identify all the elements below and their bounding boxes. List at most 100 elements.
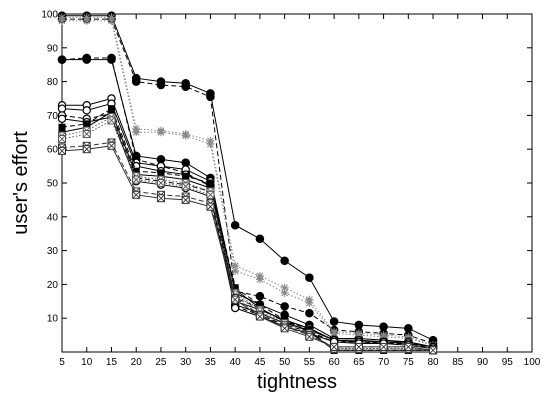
data-point	[156, 179, 165, 187]
data-point	[82, 106, 91, 115]
data-point	[255, 234, 265, 244]
data-point	[131, 77, 141, 86]
data-point	[280, 302, 289, 311]
series-line	[61, 116, 434, 351]
x-tick-label: 85	[452, 357, 464, 368]
series-line	[61, 102, 434, 348]
x-tick-label: 95	[502, 357, 514, 368]
data-point	[82, 16, 91, 25]
data-point	[132, 190, 141, 199]
data-point	[156, 128, 165, 137]
data-point	[181, 82, 190, 91]
data-point	[255, 291, 265, 301]
x-tick-label: 55	[304, 357, 316, 368]
y-tick-label: 20	[47, 280, 59, 291]
data-point	[305, 308, 314, 318]
data-point	[82, 145, 91, 154]
series-15	[58, 141, 438, 355]
data-point	[206, 140, 215, 149]
data-point	[58, 146, 66, 155]
y-tick-label: 30	[47, 246, 59, 257]
series-group	[57, 11, 438, 355]
data-point	[82, 53, 92, 63]
x-tick-label: 80	[427, 357, 439, 368]
x-tick-label: 45	[254, 357, 266, 368]
series-line	[61, 111, 434, 351]
data-point	[330, 329, 339, 338]
data-point	[156, 194, 165, 203]
data-point	[57, 55, 67, 64]
data-point	[58, 123, 66, 131]
data-point	[206, 190, 215, 199]
y-tick-label: 60	[47, 145, 59, 156]
x-tick-label: 50	[279, 357, 291, 368]
x-tick-label: 100	[524, 357, 541, 368]
x-tick-label: 70	[378, 357, 390, 368]
data-point	[206, 92, 215, 102]
data-point	[404, 342, 413, 351]
series-line	[62, 15, 434, 341]
y-axis-title: user's effort	[10, 131, 32, 235]
data-point	[255, 312, 264, 321]
data-point	[230, 303, 240, 313]
x-tick-label: 20	[131, 357, 143, 368]
data-point	[231, 261, 240, 270]
y-tick-label: 70	[47, 111, 59, 122]
data-point	[280, 256, 289, 266]
data-point	[107, 108, 115, 116]
plot-area	[61, 13, 533, 353]
data-point	[107, 116, 116, 125]
data-point	[58, 16, 66, 25]
data-point	[255, 275, 264, 284]
data-point	[132, 175, 141, 184]
data-point	[379, 342, 388, 351]
y-tick-label: 10	[47, 314, 59, 325]
data-point	[156, 80, 166, 90]
y-tick-label: 50	[47, 179, 59, 190]
x-tick-label: 30	[180, 357, 192, 368]
x-tick-label: 10	[81, 357, 93, 368]
data-point	[280, 288, 289, 297]
data-point	[181, 182, 190, 191]
data-point	[354, 331, 363, 340]
data-point	[329, 317, 339, 326]
x-axis-title: tightness	[257, 371, 337, 393]
series-line	[62, 18, 434, 345]
series-line	[61, 119, 434, 351]
x-tick-label: 25	[155, 357, 167, 368]
x-tick-label: 75	[403, 357, 415, 368]
data-point	[132, 128, 141, 137]
series-line	[62, 20, 434, 346]
data-point	[181, 195, 190, 204]
x-tick-label: 60	[329, 357, 341, 368]
x-tick-label: 35	[205, 357, 217, 368]
data-point	[206, 202, 215, 211]
data-point	[206, 179, 214, 187]
data-point	[330, 342, 339, 351]
data-point	[181, 131, 190, 140]
data-point	[305, 298, 314, 307]
y-tick-label: 40	[47, 212, 59, 223]
data-point	[231, 266, 240, 275]
x-tick-label: 5	[59, 357, 65, 368]
data-point	[429, 346, 438, 355]
data-point	[379, 332, 388, 341]
y-tick-label: 80	[47, 77, 59, 88]
x-tick-label: 65	[353, 357, 365, 368]
series-line	[62, 97, 434, 348]
data-point	[58, 135, 66, 144]
data-point	[107, 16, 116, 25]
data-point	[305, 332, 314, 341]
x-tick-label: 40	[230, 357, 242, 368]
series-line	[61, 145, 434, 351]
data-point	[305, 273, 314, 282]
data-point	[354, 342, 363, 351]
x-tick-label: 15	[106, 357, 118, 368]
data-point	[280, 324, 289, 333]
data-point	[107, 53, 116, 63]
data-point	[230, 220, 240, 230]
data-point	[107, 141, 116, 150]
series-line	[62, 16, 434, 346]
data-point	[231, 295, 240, 304]
